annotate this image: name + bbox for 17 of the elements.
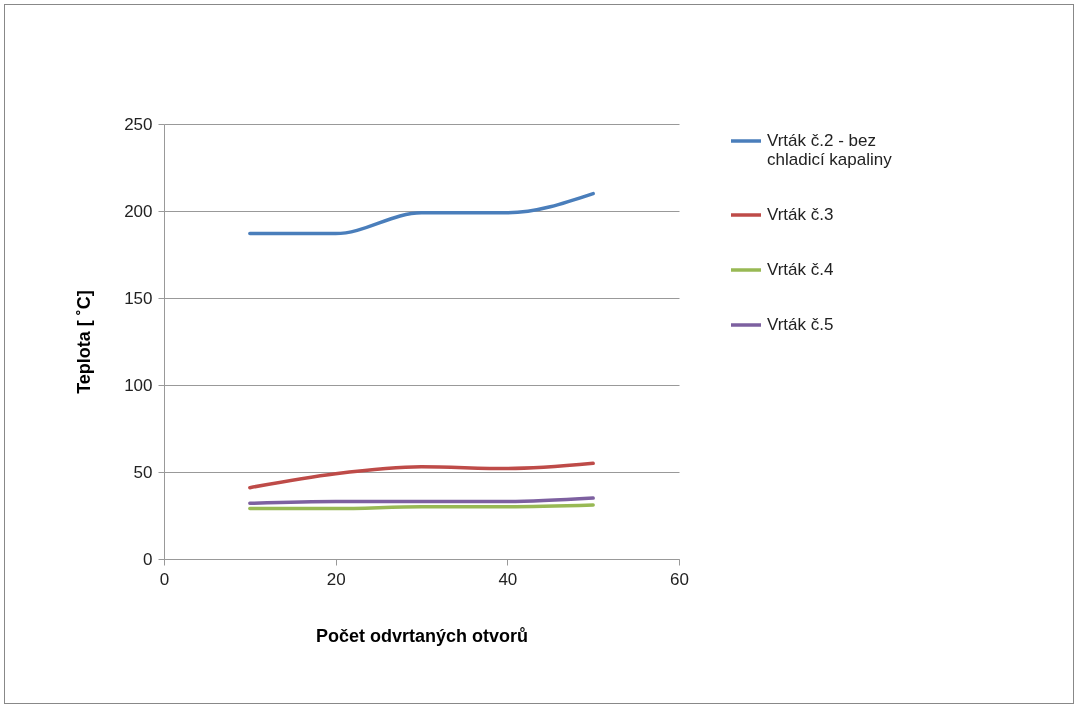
y-axis-title: Teplota [ ˚C]: [74, 290, 95, 394]
x-tick-label: 60: [670, 569, 689, 589]
y-tick-label: 150: [124, 288, 153, 308]
legend-label: Vrták č.3: [767, 205, 834, 224]
y-tick-label: 0: [143, 549, 153, 569]
x-axis-title: Počet odvrtaných otvorů: [315, 625, 529, 646]
legend-label: Vrták č.4: [767, 260, 834, 279]
y-tick-label: 100: [124, 375, 153, 395]
legend-label: Vrták č.5: [767, 315, 834, 334]
x-tick-label: 40: [498, 569, 518, 589]
y-tick-label: 200: [124, 201, 153, 221]
x-tick-label: 20: [326, 569, 346, 589]
legend-label: Vrták č.2 - bez chladicí kapaliny: [767, 131, 893, 169]
x-tick-label: 0: [159, 569, 170, 589]
y-tick-label: 50: [133, 462, 153, 482]
line-series: [248, 461, 595, 490]
y-tick-label: 250: [124, 114, 153, 134]
